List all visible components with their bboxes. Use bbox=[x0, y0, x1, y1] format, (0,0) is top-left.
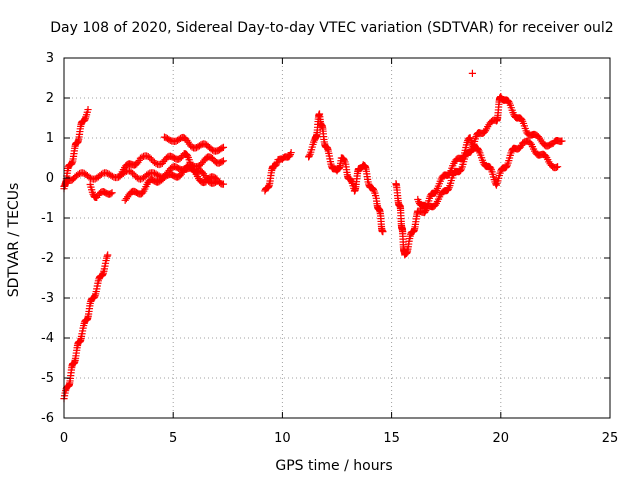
data-point bbox=[459, 160, 467, 168]
data-point bbox=[371, 192, 380, 200]
data-point bbox=[211, 178, 220, 186]
y-tick-label: 0 bbox=[46, 171, 54, 186]
y-tick-label: -4 bbox=[41, 331, 54, 346]
series-trace-f-peak bbox=[160, 133, 228, 155]
data-point bbox=[307, 146, 316, 154]
series-trace-c-linear-climb bbox=[60, 251, 112, 403]
data-point bbox=[505, 154, 514, 162]
data-point bbox=[505, 157, 513, 165]
x-tick-label: 10 bbox=[274, 431, 291, 446]
grid bbox=[64, 58, 610, 418]
data-point bbox=[558, 137, 566, 145]
data-point bbox=[107, 190, 115, 198]
x-tick-label: 15 bbox=[383, 431, 400, 446]
y-tick-label: 3 bbox=[46, 51, 54, 66]
y-tick-label: -6 bbox=[41, 411, 54, 426]
data-point bbox=[211, 158, 219, 166]
series-trace-i-late-morning bbox=[305, 110, 387, 236]
data-point bbox=[552, 163, 560, 171]
series-trace-e-arc bbox=[121, 153, 228, 204]
data-point bbox=[104, 251, 112, 259]
data-point bbox=[68, 176, 76, 184]
series-trace-k-evening bbox=[414, 93, 566, 211]
data-point bbox=[489, 173, 498, 181]
data-point bbox=[83, 108, 91, 116]
plot-frame bbox=[63, 57, 611, 419]
x-tick-label: 20 bbox=[493, 431, 510, 446]
data-point bbox=[495, 174, 503, 182]
y-tick-label: -3 bbox=[41, 291, 54, 306]
data-point bbox=[308, 143, 316, 151]
data-point bbox=[494, 177, 502, 185]
data-point bbox=[219, 180, 228, 188]
data-point bbox=[213, 177, 221, 185]
series-trace-l-outlier bbox=[468, 69, 477, 77]
data-point bbox=[108, 189, 116, 197]
y-tick-label: 1 bbox=[46, 131, 54, 146]
data-point bbox=[460, 158, 468, 166]
x-axis-label: GPS time / hours bbox=[275, 458, 392, 474]
y-axis-label: SDTVAR / TECUs bbox=[6, 183, 22, 298]
x-tick-label: 0 bbox=[60, 431, 68, 446]
data-point bbox=[287, 148, 295, 157]
data-point bbox=[470, 140, 478, 148]
data-point bbox=[84, 105, 92, 114]
data-point bbox=[446, 179, 455, 187]
data-point bbox=[447, 176, 455, 185]
data-points bbox=[60, 69, 566, 403]
series-trace-d-dip bbox=[86, 180, 116, 202]
y-tick-label: 2 bbox=[46, 91, 54, 106]
data-point bbox=[489, 170, 497, 178]
y-tick-label: -1 bbox=[41, 211, 54, 226]
data-point bbox=[553, 163, 562, 171]
y-tick-label: -2 bbox=[41, 251, 54, 266]
data-point bbox=[218, 158, 226, 166]
series-trace-h-morning bbox=[261, 148, 295, 195]
data-point bbox=[466, 134, 474, 142]
series-trace-j-afternoon bbox=[392, 134, 562, 259]
data-point bbox=[219, 157, 228, 165]
data-point bbox=[87, 183, 95, 191]
x-tick-label: 25 bbox=[602, 431, 619, 446]
series-trace-g-mid bbox=[115, 150, 221, 187]
x-tick-label: 5 bbox=[169, 431, 177, 446]
data-point bbox=[86, 180, 94, 189]
data-point bbox=[176, 154, 184, 163]
data-point bbox=[379, 228, 387, 236]
chart-title: Day 108 of 2020, Sidereal Day-to-day VTE… bbox=[50, 20, 613, 36]
data-point bbox=[462, 143, 470, 152]
y-tick-label: -5 bbox=[41, 371, 54, 386]
data-point bbox=[219, 143, 228, 151]
data-point bbox=[468, 69, 477, 77]
series-trace-b-rise-early bbox=[60, 105, 92, 190]
